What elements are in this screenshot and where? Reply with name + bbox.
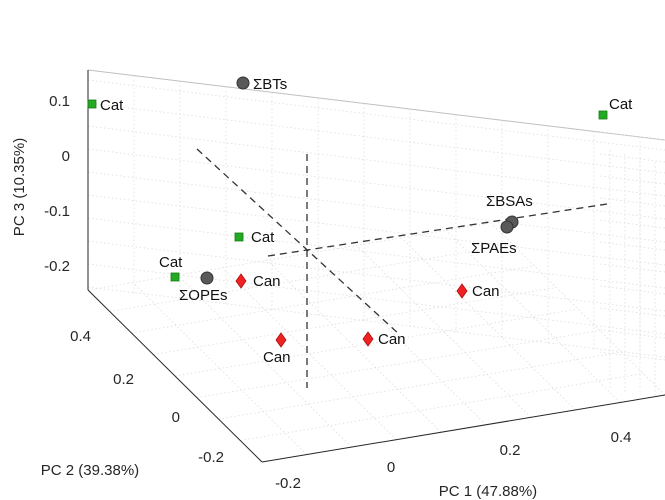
floor-gridline xyxy=(401,237,576,411)
right-wall-gridline xyxy=(599,175,665,185)
floor-gridline xyxy=(311,252,487,426)
cat-square-marker xyxy=(598,110,608,120)
right-wall-gridline xyxy=(599,131,665,141)
cat-square-marker xyxy=(234,232,244,242)
floor-gridline xyxy=(131,265,535,334)
back-wall-gridline xyxy=(87,194,665,266)
y-tick-labels: 0.4 0.2 0 -0.2 xyxy=(70,328,224,466)
right-wall-gridline xyxy=(599,329,665,339)
y-tick-label: -0.2 xyxy=(198,449,224,466)
x-tick-label: 0.2 xyxy=(500,442,521,459)
y-tick-label: 0.2 xyxy=(113,371,134,388)
right-wall-gridline xyxy=(599,263,665,273)
back-wall-gridline xyxy=(87,240,665,312)
origin-reference-lines xyxy=(196,148,608,388)
back-wall-gridline xyxy=(87,102,665,174)
cat-square-marker xyxy=(170,272,180,282)
back-wall xyxy=(87,69,665,358)
can-diamond-marker xyxy=(456,283,468,299)
floor-gridline xyxy=(240,373,644,441)
y-tick-label: 0.4 xyxy=(70,328,91,345)
back-wall-gridline xyxy=(87,217,665,289)
point-label: Cat xyxy=(251,229,275,246)
right-wall-gridline xyxy=(599,351,665,361)
back-wall-gridline xyxy=(87,263,665,335)
floor-gridline xyxy=(109,244,513,312)
z-tick-label: 0 xyxy=(62,148,70,165)
right-wall-gridline xyxy=(599,241,665,251)
x-axis-line xyxy=(261,394,665,463)
floor-gridline xyxy=(132,282,308,455)
compound-circle-marker xyxy=(236,76,250,90)
right-wall-gridline xyxy=(599,307,665,317)
point-label: Can xyxy=(253,273,281,290)
point-label: Can xyxy=(263,349,291,366)
back-wall-gridline xyxy=(87,79,665,151)
data-markers: Cat Cat Cat Cat Can Can Can Can ΣBTs ΣOPEs ΣBSAs ΣP… xyxy=(87,76,633,366)
floor-gridline xyxy=(177,274,352,448)
x-axis-label: PC 1 (47.88%) xyxy=(439,483,537,500)
floor-gridline xyxy=(196,330,600,398)
floor-gridline xyxy=(222,267,397,440)
point-label: ΣPAEs xyxy=(471,240,517,257)
back-wall-gridline xyxy=(87,125,665,197)
back-wall-gridline xyxy=(87,171,665,243)
z-tick-label: 0.1 xyxy=(49,93,70,110)
y-axis-line xyxy=(87,289,263,463)
back-wall-gridline xyxy=(87,148,665,220)
point-label: ΣBTs xyxy=(253,76,287,93)
z-tick-labels: 0.1 0 -0.1 -0.2 xyxy=(44,93,70,275)
can-diamond-marker xyxy=(275,332,287,348)
x-tick-label: -0.2 xyxy=(275,475,301,492)
z-axis-label: PC 3 (10.35%) xyxy=(11,138,28,236)
y-tick-label: 0 xyxy=(172,409,180,426)
y-axis-label: PC 2 (39.38%) xyxy=(41,462,139,479)
floor-gridline xyxy=(490,222,665,396)
floor-gridline xyxy=(87,222,492,291)
floor-gridline xyxy=(445,230,621,403)
compound-circle-marker xyxy=(200,271,214,285)
back-wall-gridline xyxy=(87,286,665,358)
right-wall-gridline xyxy=(599,197,665,207)
point-label: Can xyxy=(378,331,406,348)
point-label: Cat xyxy=(100,97,124,114)
compound-circle-marker xyxy=(500,220,514,234)
floor-gridline xyxy=(174,308,579,377)
point-label: Can xyxy=(472,283,500,300)
z-tick-label: -0.1 xyxy=(44,203,70,220)
floor-gridline xyxy=(356,245,531,418)
point-label: Cat xyxy=(159,254,183,271)
x-tick-label: 0 xyxy=(387,459,395,476)
right-wall xyxy=(599,131,665,396)
pc1-reference-line xyxy=(267,203,608,257)
x-tick-label: 0.4 xyxy=(611,429,632,446)
point-label: ΣBSAs xyxy=(486,193,533,210)
floor-gridline xyxy=(218,351,622,420)
point-label: Cat xyxy=(609,96,633,113)
z-tick-label: -0.2 xyxy=(44,258,70,275)
right-wall-gridline xyxy=(599,153,665,163)
cat-square-marker xyxy=(87,99,97,109)
x-tick-labels: -0.2 0 0.2 0.4 xyxy=(275,429,631,492)
can-diamond-marker xyxy=(362,331,374,347)
right-wall-gridline xyxy=(599,219,665,229)
floor-gridline xyxy=(153,287,557,355)
right-wall-gridline xyxy=(599,285,665,295)
floor-gridline xyxy=(266,259,442,433)
can-diamond-marker xyxy=(235,273,247,289)
pc2-reference-line xyxy=(196,148,401,336)
point-label: ΣOPEs xyxy=(179,287,227,304)
